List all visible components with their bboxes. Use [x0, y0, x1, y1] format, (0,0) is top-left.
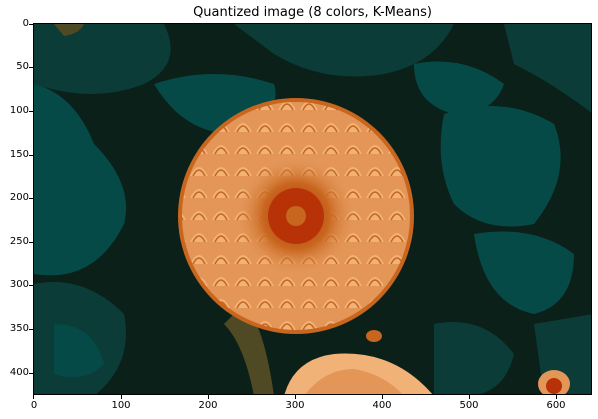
x-tick-mark: [33, 395, 34, 399]
y-tick-mark: [29, 111, 33, 112]
x-tick-mark: [382, 395, 383, 399]
y-tick-mark: [29, 242, 33, 243]
y-tick-label: 300: [9, 279, 29, 290]
x-tick-mark: [208, 395, 209, 399]
y-tick-label: 200: [9, 192, 29, 203]
y-tick-label: 350: [9, 323, 29, 334]
y-tick-label: 250: [9, 236, 29, 247]
x-tick-label: 0: [30, 400, 38, 411]
y-tick-mark: [29, 373, 33, 374]
image-axes: [33, 23, 592, 395]
y-tick-label: 50: [16, 61, 29, 72]
figure-title: Quantized image (8 colors, K-Means): [193, 5, 432, 20]
x-tick-label: 500: [459, 400, 479, 411]
y-tick-mark: [29, 285, 33, 286]
quantized-dahlia-image: [34, 24, 591, 394]
x-tick-label: 600: [546, 400, 566, 411]
y-tick-label: 400: [9, 367, 29, 378]
y-tick-label: 150: [9, 149, 29, 160]
y-tick-mark: [29, 329, 33, 330]
x-tick-label: 200: [198, 400, 218, 411]
y-tick-mark: [29, 24, 33, 25]
y-tick-label: 0: [22, 18, 29, 29]
x-tick-label: 100: [111, 400, 131, 411]
y-tick-mark: [29, 155, 33, 156]
y-tick-label: 100: [9, 105, 29, 116]
x-tick-label: 300: [285, 400, 305, 411]
x-tick-mark: [556, 395, 557, 399]
y-tick-mark: [29, 198, 33, 199]
x-tick-mark: [295, 395, 296, 399]
y-tick-mark: [29, 67, 33, 68]
x-tick-mark: [121, 395, 122, 399]
x-tick-mark: [469, 395, 470, 399]
x-tick-label: 400: [372, 400, 392, 411]
